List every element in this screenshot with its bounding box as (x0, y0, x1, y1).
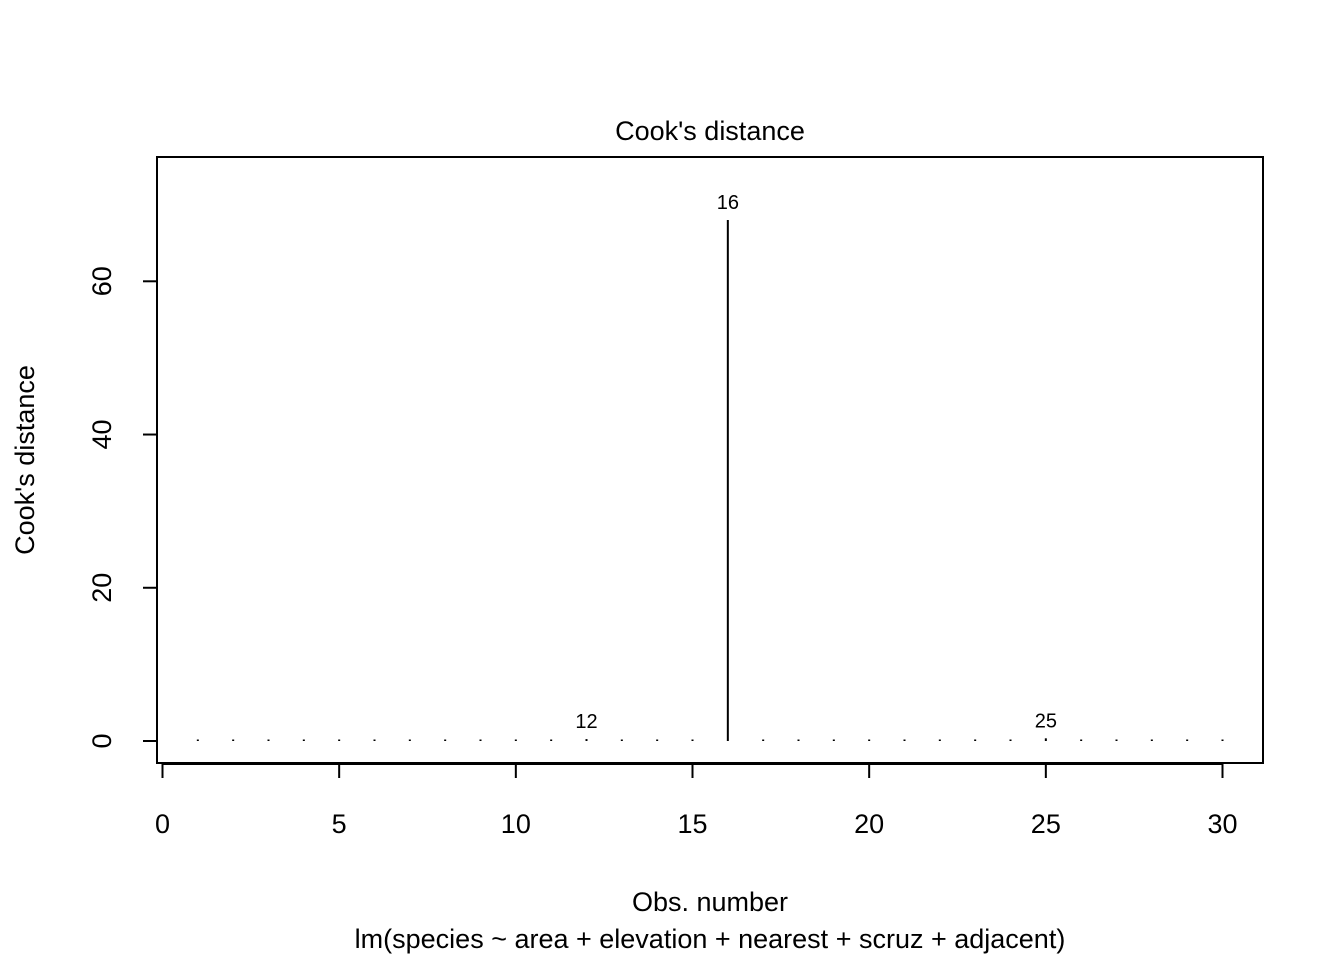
y-tick-label: 0 (87, 733, 117, 748)
y-axis: 0 20 40 60 (87, 266, 158, 749)
x-tick-label: 20 (854, 809, 884, 839)
y-axis-label: Cook's distance (10, 365, 40, 555)
chart-title: Cook's distance (615, 116, 805, 146)
obs-label-25: 25 (1035, 710, 1057, 732)
data-marks: 12 16 25 (196, 192, 1224, 741)
x-tick-label: 10 (501, 809, 531, 839)
obs-label-12: 12 (575, 711, 597, 733)
x-axis-label: Obs. number (632, 887, 788, 917)
plot-frame (156, 156, 1264, 764)
obs-label-16: 16 (717, 192, 739, 214)
y-tick-label: 40 (87, 420, 117, 450)
y-tick-label: 20 (87, 573, 117, 603)
x-axis: 0 5 10 15 20 25 30 (155, 763, 1238, 839)
x-tick-label: 5 (332, 809, 347, 839)
x-tick-label: 25 (1031, 809, 1061, 839)
y-tick-label: 60 (87, 266, 117, 296)
x-tick-label: 15 (677, 809, 707, 839)
x-tick-label: 30 (1207, 809, 1237, 839)
chart-subtitle: lm(species ~ area + elevation + nearest … (355, 924, 1066, 954)
x-tick-label: 0 (155, 809, 170, 839)
